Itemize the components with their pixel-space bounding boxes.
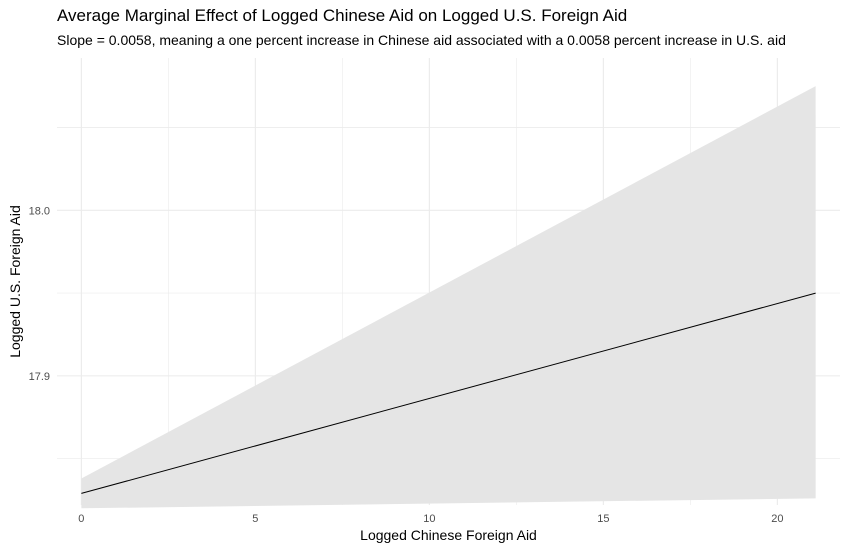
chart-title: Average Marginal Effect of Logged Chines… (57, 6, 628, 25)
fit-line (81, 292, 816, 494)
y-axis-label: Logged U.S. Foreign Aid (7, 205, 23, 358)
x-axis-label: Logged Chinese Foreign Aid (360, 527, 537, 543)
x-axis-ticks: 0 5 10 15 20 (78, 513, 783, 525)
y-axis-ticks: 17.9 18.0 (29, 205, 50, 383)
confidence-ribbon (81, 86, 816, 509)
x-tick-label: 5 (252, 513, 258, 525)
x-tick-label: 15 (597, 513, 609, 525)
x-tick-label: 20 (771, 513, 783, 525)
x-tick-label: 0 (78, 513, 84, 525)
chart-subtitle: Slope = 0.0058, meaning a one percent in… (57, 32, 786, 48)
x-tick-label: 10 (423, 513, 435, 525)
y-tick-label: 17.9 (29, 371, 50, 383)
y-tick-label: 18.0 (29, 205, 50, 217)
